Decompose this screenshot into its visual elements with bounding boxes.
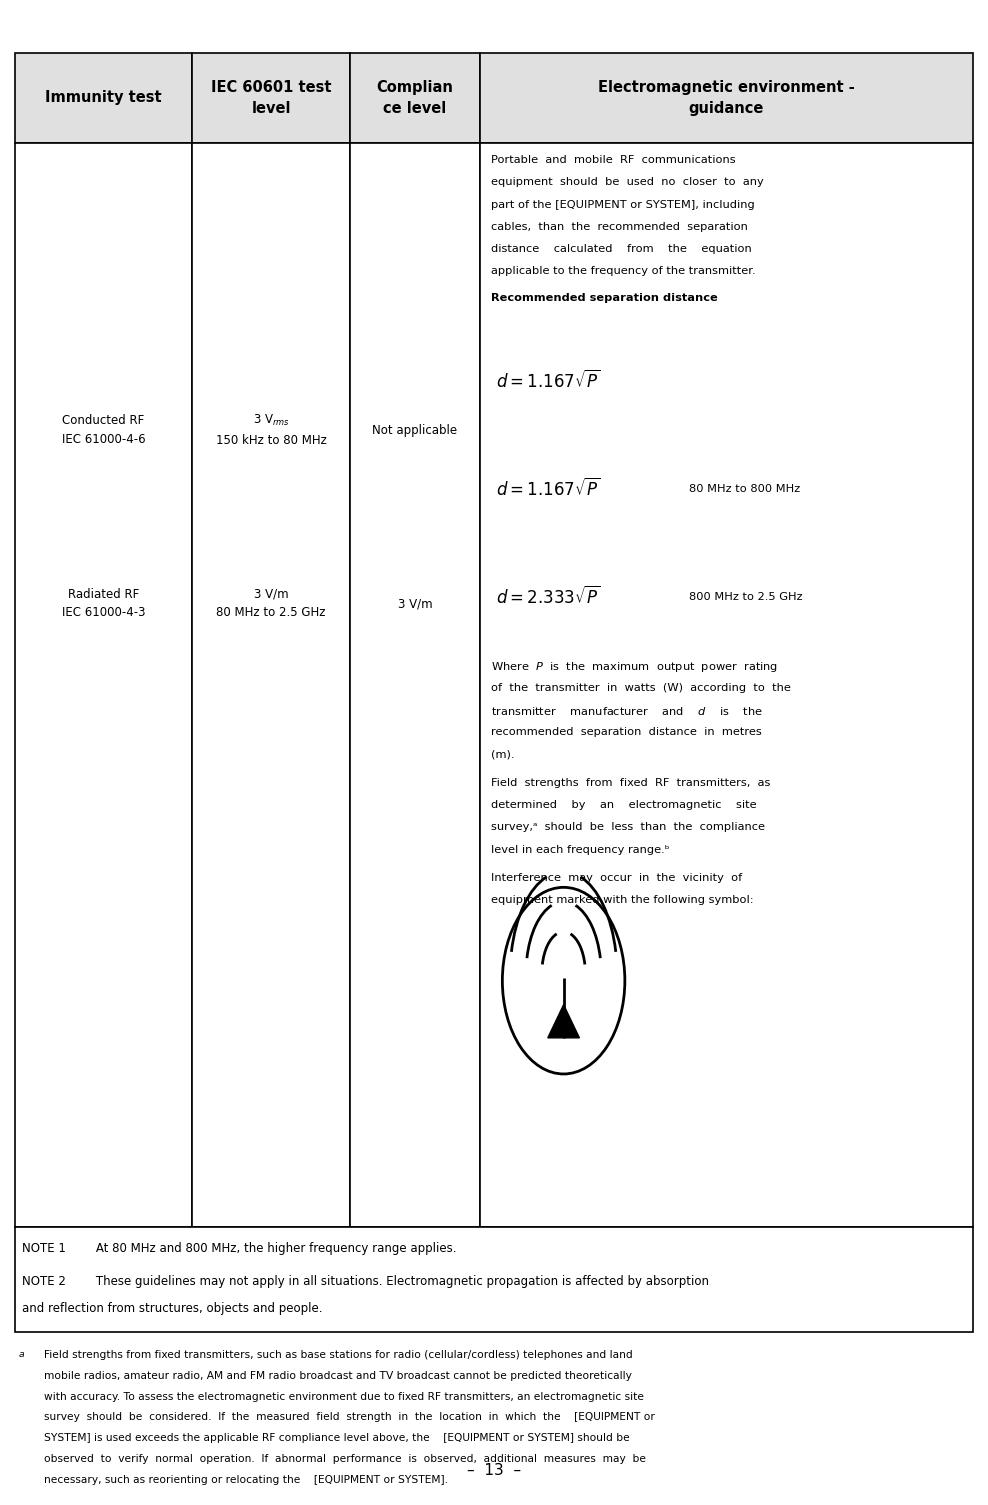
Text: survey  should  be  considered.  If  the  measured  field  strength  in  the  lo: survey should be considered. If the meas…: [44, 1412, 655, 1422]
Text: IEC 60601 test
level: IEC 60601 test level: [210, 80, 331, 116]
Text: 800 MHz to 2.5 GHz: 800 MHz to 2.5 GHz: [689, 591, 802, 602]
Text: recommended  separation  distance  in  metres: recommended separation distance in metre…: [491, 727, 762, 737]
Text: part of the [EQUIPMENT or SYSTEM], including: part of the [EQUIPMENT or SYSTEM], inclu…: [491, 200, 755, 209]
Text: $d =2.333\sqrt{P}$: $d =2.333\sqrt{P}$: [496, 585, 601, 608]
Text: $d =1.167\sqrt{P}$: $d =1.167\sqrt{P}$: [496, 477, 601, 500]
Bar: [15, 1227, 973, 1332]
Text: Electromagnetic environment -
guidance: Electromagnetic environment - guidance: [598, 80, 855, 116]
Text: Not applicable: Not applicable: [372, 423, 457, 436]
Text: of  the  transmitter  in  watts  (W)  according  to  the: of the transmitter in watts (W) accordin…: [491, 683, 791, 692]
Text: Field  strengths  from  fixed  RF  transmitters,  as: Field strengths from fixed RF transmitte…: [491, 778, 771, 787]
Text: applicable to the frequency of the transmitter.: applicable to the frequency of the trans…: [491, 266, 756, 277]
Text: observed  to  verify  normal  operation.  If  abnormal  performance  is  observe: observed to verify normal operation. If …: [44, 1454, 646, 1464]
Text: NOTE 2        These guidelines may not apply in all situations. Electromagnetic : NOTE 2 These guidelines may not apply in…: [22, 1275, 708, 1288]
Text: equipment  should  be  used  no  closer  to  any: equipment should be used no closer to an…: [491, 178, 765, 187]
Bar: [479, 143, 973, 1227]
Text: determined    by    an    electromagnetic    site: determined by an electromagnetic site: [491, 801, 757, 810]
Bar: [479, 53, 973, 143]
Text: survey,ᵃ  should  be  less  than  the  compliance: survey,ᵃ should be less than the complia…: [491, 822, 766, 832]
Text: Field strengths from fixed transmitters, such as base stations for radio (cellul: Field strengths from fixed transmitters,…: [44, 1350, 633, 1361]
Bar: [351, 143, 479, 1227]
Text: level in each frequency range.ᵇ: level in each frequency range.ᵇ: [491, 844, 670, 855]
Text: Interference  may  occur  in  the  vicinity  of: Interference may occur in the vicinity o…: [491, 873, 743, 883]
Text: and reflection from structures, objects and people.: and reflection from structures, objects …: [22, 1302, 322, 1315]
Text: transmitter    manufacturer    and    $d$    is    the: transmitter manufacturer and $d$ is the: [491, 704, 764, 716]
Text: Portable  and  mobile  RF  communications: Portable and mobile RF communications: [491, 155, 736, 166]
Polygon shape: [547, 1005, 579, 1038]
Text: (m).: (m).: [491, 749, 515, 760]
Text: NOTE 1        At 80 MHz and 800 MHz, the higher frequency range applies.: NOTE 1 At 80 MHz and 800 MHz, the higher…: [22, 1242, 456, 1255]
Bar: [351, 53, 479, 143]
Text: Radiated RF
IEC 61000-4-3: Radiated RF IEC 61000-4-3: [61, 588, 145, 619]
Text: $d =1.167\sqrt{P}$: $d =1.167\sqrt{P}$: [496, 369, 601, 391]
Text: 3 V/m
80 MHz to 2.5 GHz: 3 V/m 80 MHz to 2.5 GHz: [216, 588, 326, 619]
Text: Recommended separation distance: Recommended separation distance: [491, 293, 718, 303]
Text: SYSTEM] is used exceeds the applicable RF compliance level above, the    [EQUIPM: SYSTEM] is used exceeds the applicable R…: [44, 1433, 630, 1443]
Text: necessary, such as reorienting or relocating the    [EQUIPMENT or SYSTEM].: necessary, such as reorienting or reloca…: [44, 1475, 449, 1484]
Text: mobile radios, amateur radio, AM and FM radio broadcast and TV broadcast cannot : mobile radios, amateur radio, AM and FM …: [44, 1371, 632, 1380]
Text: equipment marked with the following symbol:: equipment marked with the following symb…: [491, 895, 754, 905]
Text: 3 V$_{rms}$
150 kHz to 80 MHz: 3 V$_{rms}$ 150 kHz to 80 MHz: [215, 414, 327, 447]
Text: a: a: [19, 1350, 25, 1359]
Text: Where  $P$  is  the  maximum  output  power  rating: Where $P$ is the maximum output power ra…: [491, 661, 779, 674]
Text: with accuracy. To assess the electromagnetic environment due to fixed RF transmi: with accuracy. To assess the electromagn…: [44, 1392, 644, 1401]
Text: Conducted RF
IEC 61000-4-6: Conducted RF IEC 61000-4-6: [61, 414, 145, 445]
Text: cables,  than  the  recommended  separation: cables, than the recommended separation: [491, 221, 748, 232]
Text: 80 MHz to 800 MHz: 80 MHz to 800 MHz: [689, 483, 800, 494]
Text: 3 V/m: 3 V/m: [397, 597, 432, 610]
Text: Complian
ce level: Complian ce level: [376, 80, 453, 116]
Bar: [192, 53, 351, 143]
Bar: [15, 53, 192, 143]
Bar: [15, 143, 192, 1227]
Bar: [192, 143, 351, 1227]
Text: Immunity test: Immunity test: [45, 90, 162, 105]
Text: distance    calculated    from    the    equation: distance calculated from the equation: [491, 244, 752, 254]
Text: –  13  –: – 13 –: [467, 1463, 521, 1478]
